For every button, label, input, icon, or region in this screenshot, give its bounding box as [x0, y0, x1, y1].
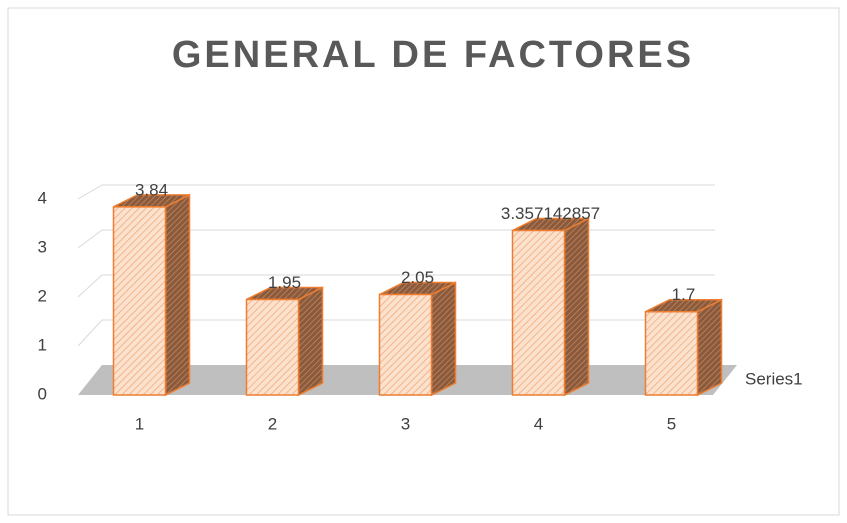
data-label: 1.95 [268, 273, 301, 292]
y-tick-label: 0 [38, 384, 47, 403]
data-label: 3.84 [135, 180, 168, 199]
y-tick-label: 2 [38, 286, 47, 305]
y-tick-label: 4 [38, 188, 47, 207]
bar-side [563, 217, 590, 397]
data-label: 2.05 [401, 268, 434, 287]
chart-title: GENERAL DE FACTORES [172, 34, 694, 76]
grid-line [77, 229, 715, 249]
grid-line [77, 319, 715, 347]
bar-front [112, 206, 167, 396]
bar [245, 286, 324, 397]
bar-side [430, 281, 457, 397]
y-tick-label: 1 [38, 335, 47, 354]
bar-side [696, 298, 723, 397]
x-tick-label: 3 [401, 414, 410, 433]
data-label: 3.357142857 [501, 204, 600, 223]
x-tick-label: 5 [667, 414, 676, 433]
grid-line [77, 184, 715, 200]
x-tick-label: 1 [135, 414, 144, 433]
bar [378, 281, 457, 397]
depth-label: Series1 [745, 369, 803, 388]
x-tick-label: 2 [268, 414, 277, 433]
bar [644, 298, 723, 397]
bar [112, 193, 191, 397]
bar-front [511, 229, 566, 396]
data-label: 1.7 [672, 285, 696, 304]
bar-front [644, 310, 699, 396]
bar [511, 217, 590, 397]
bar-front [245, 298, 300, 396]
bar-side [297, 286, 324, 397]
grid-line [77, 274, 715, 298]
bar-side [164, 193, 191, 397]
bar-front [378, 293, 433, 396]
x-tick-label: 4 [534, 414, 543, 433]
y-tick-label: 3 [38, 237, 47, 256]
